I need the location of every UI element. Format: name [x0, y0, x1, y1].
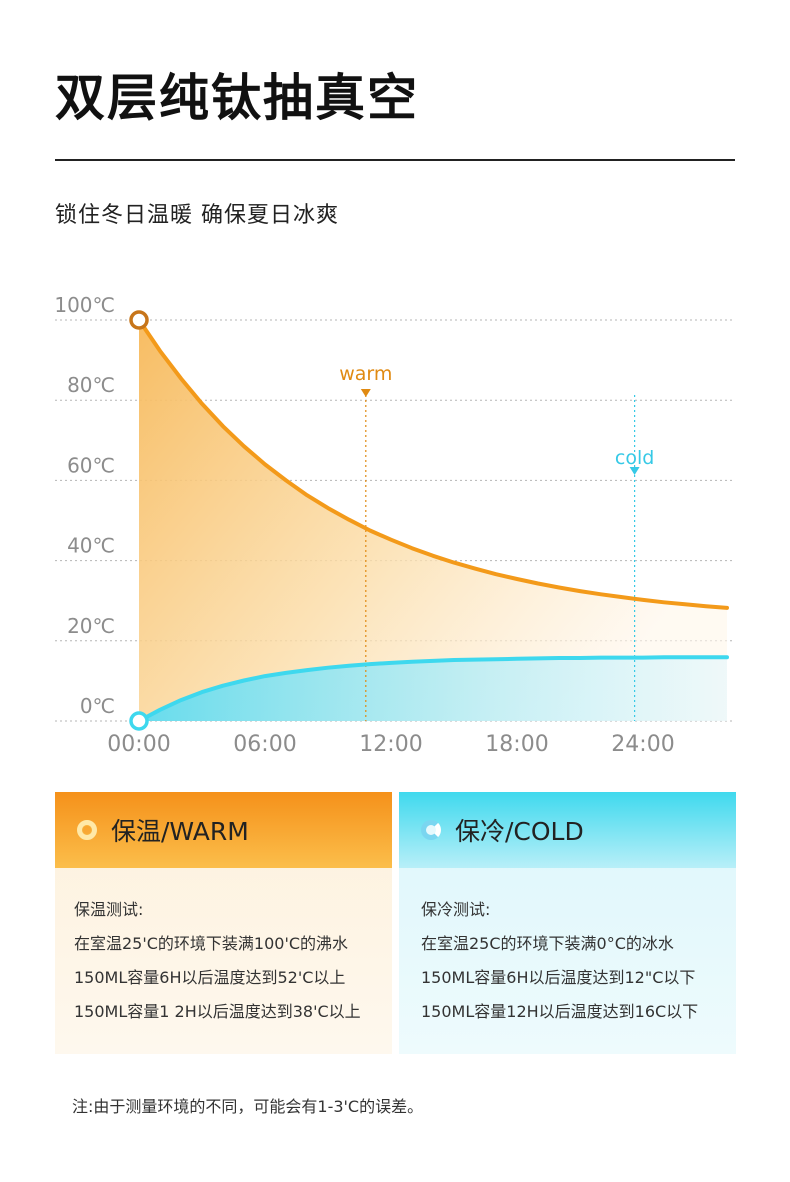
cold-line: 150ML容量6H以后温度达到12"C以下 [421, 968, 696, 987]
warm-card-body: 保温测试: 在室温25'C的环境下装满100'C的沸水 150ML容量6H以后温… [74, 893, 361, 1029]
y-tick-label: 100℃ [54, 293, 115, 317]
warm-area [139, 320, 727, 721]
cold-card-title: 保冷/COLD [455, 817, 584, 846]
x-tick-label: 00:00 [107, 732, 170, 757]
cold-series-line [137, 655, 729, 723]
cold-line: 在室温25C的环境下装满0°C的冰水 [421, 934, 674, 953]
cold-card-header: 保冷/COLD [399, 792, 736, 868]
cold-line: 150ML容量12H以后温度达到16C以下 [421, 1002, 699, 1021]
y-tick-label: 40℃ [67, 534, 115, 558]
warm-line: 150ML容量1 2H以后温度达到38'C以上 [74, 1002, 361, 1021]
cold-line: 保冷测试: [421, 900, 491, 919]
y-tick-label: 20℃ [67, 614, 115, 638]
cold-marker-arrow [629, 467, 640, 475]
warm-card-header: 保温/WARM [55, 792, 392, 868]
temperature-chart: warm cold 100℃ 80℃ 60℃ 40℃ 20℃ 0℃ 00:00 06:00 12:… [54, 293, 735, 757]
warm-start-point [129, 310, 149, 330]
warm-annotation-label: warm [339, 363, 392, 385]
warm-card: 保温/WARM 保温测试: 在室温25'C的环境下装满100'C的沸水 150M… [55, 792, 392, 1054]
y-tick-label: 0℃ [80, 694, 115, 718]
x-tick-label: 06:00 [233, 732, 296, 757]
ring-icon [421, 820, 441, 840]
ring-icon [77, 820, 97, 840]
x-tick-label: 12:00 [359, 732, 422, 757]
warm-line: 150ML容量6H以后温度达到52'C以上 [74, 968, 346, 987]
cold-annotation-label: cold [615, 447, 654, 469]
warm-series-line [137, 318, 729, 610]
cold-start-point [129, 711, 149, 731]
warm-line: 在室温25'C的环境下装满100'C的沸水 [74, 934, 349, 953]
page-subtitle: 锁住冬日温暖 确保夏日冰爽 [55, 203, 339, 228]
page-title: 双层纯钛抽真空 [55, 68, 419, 127]
warm-line: 保温测试: [74, 900, 144, 919]
warm-marker-arrow [360, 389, 371, 397]
warm-card-title: 保温/WARM [111, 817, 249, 846]
cold-card: 保冷/COLD 保冷测试: 在室温25C的环境下装满0°C的冰水 150ML容量… [399, 792, 736, 1054]
x-tick-label: 18:00 [485, 732, 548, 757]
cold-card-body: 保冷测试: 在室温25C的环境下装满0°C的冰水 150ML容量6H以后温度达到… [421, 893, 698, 1029]
footnote: 注:由于测量环境的不同，可能会有1-3'C的误差。 [72, 1097, 424, 1116]
y-tick-label: 60℃ [67, 453, 115, 477]
x-tick-label: 24:00 [611, 732, 674, 757]
title-divider [55, 159, 735, 161]
y-tick-label: 80℃ [67, 373, 115, 397]
